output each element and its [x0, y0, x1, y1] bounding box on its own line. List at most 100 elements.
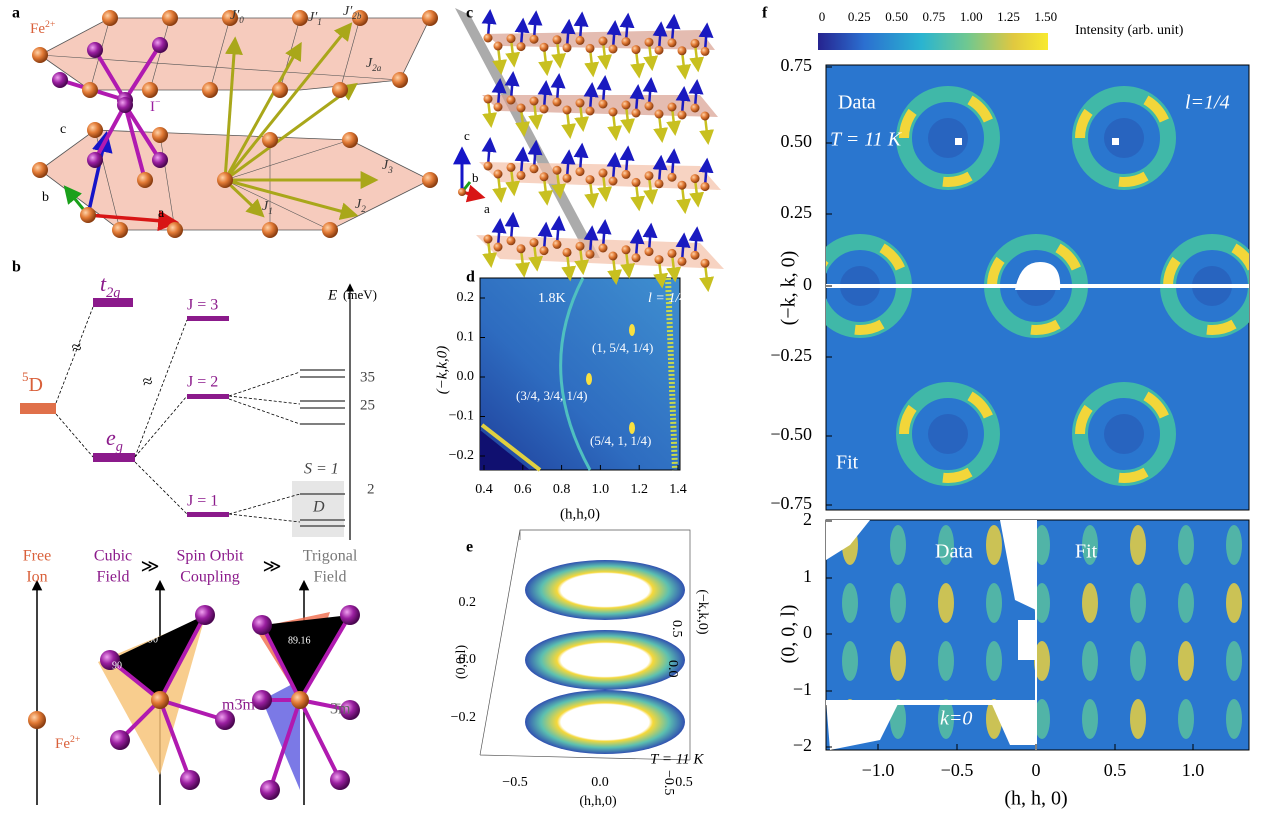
iron-atom [585, 175, 595, 185]
rod [1178, 699, 1194, 739]
iron-atom [516, 244, 526, 254]
powder-ring-2 [665, 277, 678, 471]
rod [1082, 699, 1098, 739]
coupling-label: J1 [262, 199, 273, 216]
symmetry-label: m3̄m [222, 697, 255, 714]
peak-label: (5/4, 1, 1/4) [590, 433, 651, 448]
axis-title: (0,0,l) [454, 645, 469, 680]
annotation: l=1/4 [1185, 92, 1230, 114]
rod [890, 525, 906, 565]
rod [986, 525, 1002, 565]
iron-atom [700, 111, 710, 121]
rod [938, 583, 954, 623]
angle-label: 90.84 [258, 676, 281, 687]
ring-center [928, 414, 968, 454]
sup: − [155, 97, 161, 108]
tick-label: 0.5 [669, 620, 684, 638]
sup: 2+ [70, 734, 81, 745]
tick-label: −2 [793, 735, 812, 755]
axis-title: (h,h,0) [560, 506, 600, 522]
stage-label: Spin Orbit [176, 548, 244, 565]
coupling-label: J′0 [230, 8, 244, 25]
rod [1130, 641, 1146, 681]
rod [1082, 641, 1098, 681]
iron-atom [667, 248, 677, 258]
sub: 2 [361, 204, 366, 214]
base: J [382, 158, 389, 173]
iron-atom [585, 43, 595, 53]
panel-label: d [466, 269, 475, 286]
axis-label: b [42, 190, 49, 205]
iron-atom [493, 169, 503, 179]
iron-atom [667, 172, 677, 182]
axis-label: a [158, 206, 165, 221]
iron-atom [562, 173, 572, 183]
tick-label: 0.50 [781, 131, 813, 151]
rod [1226, 583, 1242, 623]
axis-title: (−k,k,0) [434, 346, 450, 394]
iron-atom [562, 247, 572, 257]
iron-atom [552, 165, 562, 175]
tick-label: −1 [793, 679, 812, 699]
iron-atom [516, 170, 526, 180]
axis-label: b [472, 170, 479, 185]
iron-atom [575, 241, 585, 251]
iron-atom [483, 161, 493, 171]
iodine-atom [260, 780, 280, 800]
rod [1226, 525, 1242, 565]
sub: 1 [268, 206, 273, 216]
tick-label: 0.2 [457, 290, 475, 305]
tick-label: 1.0 [1182, 760, 1205, 780]
tick-label: 0.75 [781, 55, 813, 75]
axis-title: (h, h, 0) [1004, 788, 1067, 810]
sub: 2g [106, 285, 120, 301]
iron-atom [162, 10, 178, 26]
tick-label: 0.0 [665, 660, 680, 678]
iodine-atom [117, 97, 133, 113]
box-e [479, 529, 691, 761]
iron-atom [222, 10, 238, 26]
iron-atom [332, 82, 348, 98]
tick-label: −0.75 [770, 493, 812, 513]
iron-atom [291, 691, 309, 709]
rod [1226, 641, 1242, 681]
iron-atom [392, 72, 408, 88]
iron-atom [483, 33, 493, 43]
axis-label: c [464, 128, 470, 143]
annotation: T = 11 K [830, 129, 903, 151]
iron-atom [644, 37, 654, 47]
rod [1226, 699, 1242, 739]
level-t2g [93, 298, 133, 307]
rod [890, 641, 906, 681]
iron-atom [529, 164, 539, 174]
iron-atom [631, 108, 641, 118]
colorbar-tick: 0.50 [885, 9, 908, 24]
powder-ring [559, 277, 592, 471]
iron-atom [608, 176, 618, 186]
iron-atom [493, 242, 503, 252]
iodine-atom [252, 615, 272, 635]
iodine-atom [252, 690, 272, 710]
iron-atom [598, 99, 608, 109]
edge [480, 423, 542, 472]
colorbar-tick: 1.00 [960, 9, 983, 24]
annotation: Data [838, 92, 876, 114]
tick-label: −0.25 [770, 345, 812, 365]
iron-atom [621, 169, 631, 179]
rod [938, 641, 954, 681]
tick-label: 0 [1032, 760, 1041, 780]
iron-atom [608, 44, 618, 54]
rings-bottom [842, 525, 1242, 739]
trigonal-face-bottom [262, 680, 300, 790]
bragg-peaks [586, 324, 635, 434]
base: I [150, 99, 155, 115]
tick-label: 1.0 [592, 482, 610, 497]
base: J′ [230, 8, 240, 23]
iron-atom [506, 236, 516, 246]
iron-atom [483, 234, 493, 244]
ring-peak [826, 237, 909, 335]
base: J′ [343, 4, 353, 19]
tick-label: −0.5 [661, 770, 676, 795]
iron-atom [631, 45, 641, 55]
iron-atom [644, 101, 654, 111]
